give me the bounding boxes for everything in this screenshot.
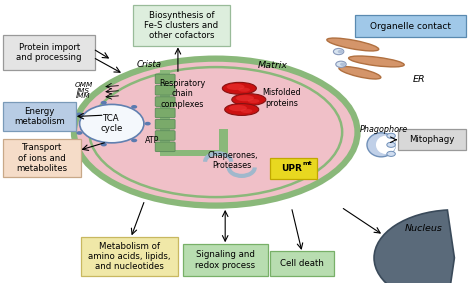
- Text: Metabolism of
amino acids, lipids,
and nucleotides: Metabolism of amino acids, lipids, and n…: [88, 242, 171, 271]
- Ellipse shape: [227, 84, 245, 90]
- Ellipse shape: [376, 136, 396, 154]
- Ellipse shape: [76, 112, 82, 116]
- Text: Matrix: Matrix: [257, 61, 287, 70]
- Text: IMS: IMS: [77, 87, 90, 93]
- Ellipse shape: [339, 66, 381, 79]
- Text: IMM: IMM: [76, 93, 91, 99]
- Ellipse shape: [74, 59, 357, 206]
- Ellipse shape: [349, 56, 404, 67]
- FancyBboxPatch shape: [155, 119, 175, 129]
- FancyBboxPatch shape: [155, 108, 175, 118]
- Text: UPR: UPR: [281, 164, 302, 173]
- Ellipse shape: [336, 61, 346, 67]
- Text: Mitophagy: Mitophagy: [409, 135, 455, 144]
- Ellipse shape: [225, 104, 259, 115]
- Text: Phagophore: Phagophore: [359, 125, 408, 134]
- Ellipse shape: [145, 122, 151, 126]
- Text: Transport
of ions and
metabolites: Transport of ions and metabolites: [17, 143, 68, 173]
- Ellipse shape: [327, 38, 379, 51]
- FancyBboxPatch shape: [133, 5, 230, 46]
- Text: Organelle contact: Organelle contact: [370, 22, 451, 31]
- FancyBboxPatch shape: [155, 142, 175, 152]
- FancyBboxPatch shape: [398, 129, 466, 151]
- Text: ER: ER: [413, 75, 425, 84]
- FancyBboxPatch shape: [3, 139, 81, 177]
- Text: Biosynthesis of
Fe-S clusters and
other cofactors: Biosynthesis of Fe-S clusters and other …: [145, 11, 219, 40]
- Ellipse shape: [387, 151, 395, 156]
- Text: mt: mt: [302, 160, 312, 166]
- FancyBboxPatch shape: [270, 251, 334, 276]
- Bar: [219, 129, 228, 156]
- Ellipse shape: [131, 105, 137, 109]
- Ellipse shape: [236, 95, 254, 101]
- Bar: [160, 151, 219, 156]
- Text: Cell death: Cell death: [280, 259, 324, 268]
- FancyBboxPatch shape: [3, 35, 95, 70]
- Ellipse shape: [238, 87, 250, 92]
- Ellipse shape: [247, 99, 259, 103]
- FancyBboxPatch shape: [270, 158, 318, 179]
- Ellipse shape: [337, 50, 343, 53]
- Ellipse shape: [387, 142, 395, 147]
- Ellipse shape: [232, 94, 266, 106]
- FancyBboxPatch shape: [81, 237, 178, 276]
- Ellipse shape: [100, 101, 107, 105]
- Ellipse shape: [80, 105, 144, 143]
- Text: Respiratory
chain
complexes: Respiratory chain complexes: [160, 79, 206, 109]
- Text: Crista: Crista: [137, 60, 162, 69]
- Text: Energy
metabolism: Energy metabolism: [14, 107, 65, 126]
- Text: Nucleus: Nucleus: [405, 224, 443, 233]
- Text: Protein import
and processing: Protein import and processing: [17, 43, 82, 62]
- Text: OMM: OMM: [74, 82, 92, 89]
- Text: Chaperones,
Proteases: Chaperones, Proteases: [207, 151, 257, 170]
- Ellipse shape: [76, 131, 82, 135]
- Ellipse shape: [333, 49, 344, 55]
- FancyBboxPatch shape: [155, 74, 175, 84]
- Text: Signaling and
redox process: Signaling and redox process: [195, 250, 255, 270]
- Text: ATP: ATP: [145, 136, 159, 145]
- Ellipse shape: [222, 82, 256, 94]
- Ellipse shape: [131, 139, 137, 142]
- FancyBboxPatch shape: [182, 244, 268, 276]
- FancyBboxPatch shape: [155, 97, 175, 106]
- Text: TCA
cycle: TCA cycle: [100, 114, 123, 133]
- Ellipse shape: [89, 67, 342, 197]
- FancyBboxPatch shape: [155, 131, 175, 140]
- Text: Misfolded
proteins: Misfolded proteins: [263, 89, 301, 108]
- Ellipse shape: [100, 143, 107, 147]
- FancyBboxPatch shape: [155, 85, 175, 95]
- Wedge shape: [374, 210, 455, 284]
- FancyBboxPatch shape: [3, 103, 76, 131]
- Ellipse shape: [387, 133, 395, 138]
- Ellipse shape: [240, 109, 252, 113]
- Ellipse shape: [229, 105, 247, 111]
- Ellipse shape: [367, 133, 395, 157]
- FancyBboxPatch shape: [355, 15, 466, 37]
- Ellipse shape: [340, 62, 346, 66]
- Bar: [160, 70, 170, 155]
